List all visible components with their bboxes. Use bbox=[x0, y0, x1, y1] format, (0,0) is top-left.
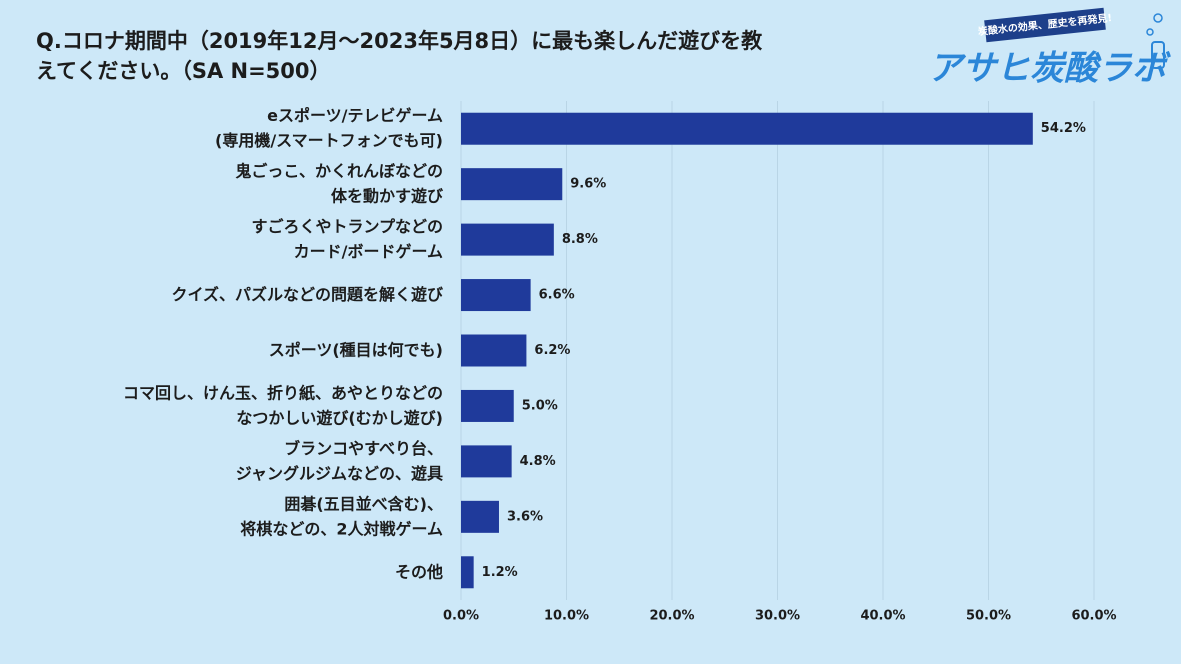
x-tick-label: 30.0% bbox=[755, 609, 800, 624]
bar bbox=[461, 556, 474, 589]
y-tick-label-line: コマ回し、けん玉、折り紙、あやとりなどの bbox=[123, 383, 443, 402]
bar bbox=[461, 445, 512, 478]
value-label: 4.8% bbox=[520, 454, 556, 469]
value-label: 6.2% bbox=[534, 343, 570, 358]
y-tick-label-line: カード/ボードゲーム bbox=[294, 242, 443, 261]
bar bbox=[461, 279, 531, 312]
bar bbox=[461, 334, 527, 367]
bar bbox=[461, 168, 563, 201]
x-tick-label: 50.0% bbox=[966, 609, 1011, 624]
y-tick-label-line: 将棋などの、2人対戦ゲーム bbox=[240, 519, 443, 538]
value-label: 54.2% bbox=[1041, 121, 1086, 136]
value-label: 8.8% bbox=[562, 232, 598, 247]
y-tick-label: クイズ、パズルなどの問題を解く遊び bbox=[171, 285, 444, 304]
x-tick-label: 60.0% bbox=[1071, 609, 1116, 624]
x-tick-label: 0.0% bbox=[443, 609, 479, 624]
y-tick-label: 囲碁(五目並べ含む)、将棋などの、2人対戦ゲーム bbox=[240, 494, 443, 538]
title-line: えてください。（SA N=500） bbox=[36, 59, 331, 83]
bottle-icon bbox=[1151, 41, 1165, 69]
x-tick-label: 20.0% bbox=[649, 609, 694, 624]
y-tick-label-line: (専用機/スマートフォンでも可) bbox=[215, 131, 443, 150]
bar bbox=[461, 500, 499, 533]
bubble bbox=[1146, 28, 1154, 36]
value-label: 6.6% bbox=[539, 288, 575, 303]
title-line: Q.コロナ期間中（2019年12月～2023年5月8日）に最も楽しんだ遊びを教 bbox=[36, 29, 763, 53]
y-tick-label: コマ回し、けん玉、折り紙、あやとりなどのなつかしい遊び(むかし遊び) bbox=[123, 383, 443, 427]
y-tick-label: すごろくやトランプなどのカード/ボードゲーム bbox=[251, 217, 443, 261]
y-tick-label-line: その他 bbox=[395, 562, 443, 581]
x-tick-label: 40.0% bbox=[860, 609, 905, 624]
y-tick-label-line: 囲碁(五目並べ含む)、 bbox=[284, 494, 443, 513]
y-tick-label: 鬼ごっこ、かくれんぼなどの体を動かす遊び bbox=[235, 161, 444, 205]
y-tick-label-line: ブランコやすべり台、 bbox=[284, 438, 443, 457]
value-label: 3.6% bbox=[507, 509, 543, 524]
value-label: 5.0% bbox=[522, 398, 558, 413]
y-tick-label-line: 鬼ごっこ、かくれんぼなどの bbox=[235, 161, 443, 180]
y-tick-label-line: 体を動かす遊び bbox=[331, 186, 444, 205]
chart-title: Q.コロナ期間中（2019年12月～2023年5月8日）に最も楽しんだ遊びを教え… bbox=[36, 29, 763, 83]
y-tick-label-line: スポーツ(種目は何でも) bbox=[269, 340, 443, 359]
bar bbox=[461, 112, 1033, 145]
y-tick-label-line: クイズ、パズルなどの問題を解く遊び bbox=[171, 285, 444, 304]
value-label: 1.2% bbox=[482, 565, 518, 580]
bar bbox=[461, 389, 514, 422]
y-tick-label-line: すごろくやトランプなどの bbox=[251, 217, 443, 236]
y-tick-label-line: なつかしい遊び(むかし遊び) bbox=[236, 408, 443, 427]
y-tick-label-line: ジャングルジムなどの、遊具 bbox=[236, 463, 443, 482]
y-tick-label-line: eスポーツ/テレビゲーム bbox=[267, 106, 443, 125]
tagline-box bbox=[984, 7, 1106, 43]
x-tick-label: 10.0% bbox=[544, 609, 589, 624]
y-tick-label: eスポーツ/テレビゲーム (専用機/スマートフォンでも可) bbox=[215, 106, 443, 150]
brand-name: アサヒ炭酸ラボ bbox=[928, 49, 1171, 89]
y-tick-label: ブランコやすべり台、ジャングルジムなどの、遊具 bbox=[236, 438, 443, 482]
value-label: 9.6% bbox=[570, 177, 606, 192]
y-tick-label: その他 bbox=[395, 562, 443, 581]
y-tick-label: スポーツ(種目は何でも) bbox=[269, 340, 443, 359]
bubble bbox=[1153, 13, 1163, 23]
bar bbox=[461, 223, 554, 256]
